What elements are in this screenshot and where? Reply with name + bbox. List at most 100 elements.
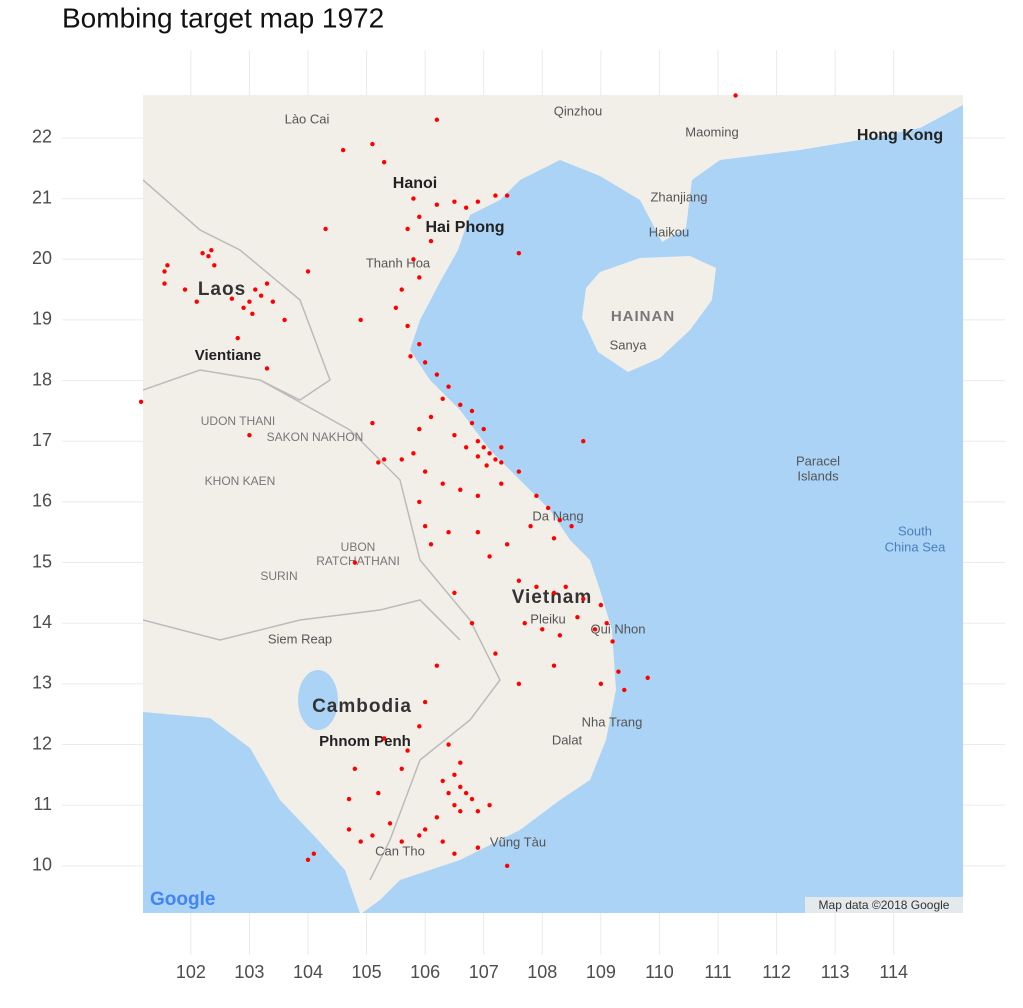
- map-label: Maoming: [685, 124, 738, 139]
- target-point: [598, 602, 604, 608]
- target-point: [411, 196, 416, 201]
- chart-title: Bombing target map 1972: [62, 2, 384, 33]
- target-point: [487, 802, 492, 808]
- x-tick-label: 107: [469, 962, 499, 982]
- target-point: [264, 366, 270, 371]
- target-point: [434, 815, 440, 820]
- target-point: [212, 263, 217, 268]
- map-label: UBON: [341, 540, 376, 554]
- map-label: Vietnam: [512, 587, 593, 608]
- target-point: [475, 454, 481, 459]
- target-point: [282, 317, 287, 323]
- target-point: [381, 736, 387, 741]
- target-point: [247, 432, 252, 438]
- target-point: [463, 205, 469, 210]
- target-point: [516, 251, 522, 256]
- target-point: [422, 827, 428, 832]
- map-label: KHON KAEN: [205, 474, 276, 488]
- map-label: Dalat: [552, 732, 583, 747]
- target-point: [499, 481, 504, 486]
- target-point: [469, 796, 475, 802]
- y-tick-label: 17: [32, 430, 52, 450]
- y-tick-label: 21: [32, 187, 52, 207]
- target-point: [545, 505, 551, 511]
- target-point: [250, 311, 255, 317]
- target-point: [452, 590, 457, 596]
- target-point: [463, 790, 469, 796]
- target-point: [475, 439, 481, 444]
- target-point: [434, 117, 440, 122]
- target-point: [452, 851, 457, 856]
- map-label: Qui Nhon: [591, 621, 646, 636]
- map-label: Da Nang: [532, 508, 583, 523]
- target-point: [253, 287, 258, 292]
- target-point: [458, 809, 463, 814]
- target-point: [452, 772, 457, 778]
- target-point: [417, 833, 422, 838]
- target-point: [417, 341, 422, 347]
- target-point: [581, 596, 586, 602]
- map-gulf: [143, 712, 360, 913]
- target-point: [411, 257, 416, 262]
- target-point: [370, 141, 375, 147]
- target-point: [352, 766, 358, 771]
- target-point: [446, 530, 451, 535]
- target-point: [417, 499, 422, 505]
- target-point: [405, 323, 410, 329]
- target-point: [340, 147, 346, 153]
- target-point: [428, 238, 434, 244]
- target-point: [481, 445, 486, 450]
- target-point: [264, 281, 270, 286]
- target-point: [411, 451, 416, 456]
- map-label: Can Tho: [375, 843, 425, 858]
- x-tick-label: 103: [234, 962, 264, 982]
- target-point: [534, 493, 539, 499]
- map-border: [259, 379, 501, 881]
- target-point: [235, 335, 240, 341]
- target-point: [358, 839, 363, 844]
- map-lake: [298, 670, 338, 730]
- target-point: [434, 202, 440, 207]
- target-point: [557, 633, 563, 638]
- target-point: [469, 408, 475, 414]
- target-point: [616, 669, 621, 674]
- target-point: [499, 460, 504, 465]
- target-point: [247, 299, 252, 304]
- target-point: [504, 863, 510, 869]
- map-label: Qinzhou: [554, 103, 602, 118]
- map-label: Paracel: [796, 453, 840, 468]
- target-point: [484, 463, 489, 468]
- y-tick-label: 13: [32, 673, 52, 693]
- map-label: Phnom Penh: [319, 733, 411, 750]
- target-point: [575, 614, 580, 620]
- axes: 102 103 104 105 106 107 108 109 110 111 112 113 1141…: [32, 127, 908, 982]
- x-tick-label: 106: [410, 962, 440, 982]
- target-point: [138, 399, 144, 405]
- target-point: [458, 784, 463, 790]
- target-point: [428, 542, 434, 547]
- target-point: [569, 523, 574, 529]
- target-point: [422, 360, 428, 365]
- target-point: [481, 426, 486, 432]
- target-point: [270, 299, 276, 304]
- target-point: [475, 809, 481, 814]
- target-point: [440, 396, 445, 401]
- target-point: [645, 675, 650, 680]
- y-tick-label: 18: [32, 369, 52, 389]
- target-point: [381, 457, 387, 462]
- target-point: [393, 305, 399, 310]
- target-point: [516, 578, 522, 583]
- map-label: Pleiku: [530, 611, 565, 626]
- map-label: Vientiane: [195, 347, 261, 364]
- map-label: South: [898, 523, 932, 538]
- map-label: HAINAN: [611, 308, 675, 325]
- map-label: Haikou: [649, 224, 689, 239]
- map-sea: [362, 105, 963, 913]
- target-point: [165, 263, 170, 268]
- map-label: SURIN: [260, 569, 297, 583]
- target-point: [475, 199, 481, 204]
- target-point: [381, 160, 387, 165]
- target-point: [516, 469, 522, 474]
- target-point: [469, 621, 475, 626]
- map-label: Islands: [797, 468, 839, 483]
